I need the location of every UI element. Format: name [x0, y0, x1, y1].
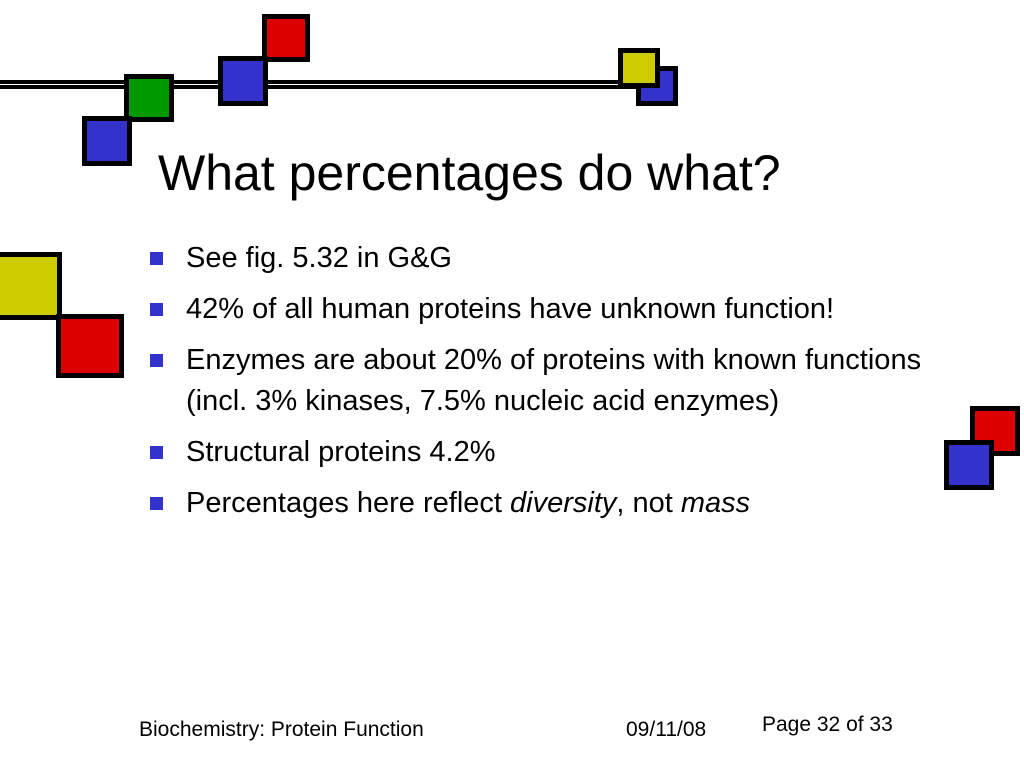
- bullet-square-icon: [150, 303, 163, 316]
- bullet-square-icon: [150, 252, 163, 265]
- bullet-text: Structural proteins 4.2%: [186, 436, 496, 468]
- bullet-text: See fig. 5.32 in G&G: [186, 242, 452, 274]
- decorative-square-yellow: [618, 48, 660, 88]
- slide-title: What percentages do what?: [158, 145, 781, 201]
- decorative-square-blue: [82, 116, 132, 166]
- footer-date: 09/11/08: [626, 718, 707, 741]
- decorative-square-yellow: [0, 252, 62, 320]
- decorative-square-red: [262, 14, 310, 62]
- bullet-item: Percentages here reflect diversity, not …: [148, 483, 938, 524]
- decorative-square-blue: [944, 440, 994, 490]
- decorative-square-green: [124, 74, 174, 122]
- bullet-square-icon: [150, 354, 163, 367]
- bullet-item: 42% of all human proteins have unknown f…: [148, 289, 938, 330]
- bullet-item: See fig. 5.32 in G&G: [148, 238, 938, 279]
- footer-page-number: Page 32 of 33: [762, 713, 893, 736]
- bullet-item: Structural proteins 4.2%: [148, 432, 938, 473]
- bullet-text: Percentages here reflect: [186, 487, 511, 519]
- bullet-square-icon: [150, 446, 163, 459]
- footer-course: Biochemistry: Protein Function: [139, 718, 424, 741]
- decorative-square-blue: [218, 56, 268, 106]
- bullet-item: Enzymes are about 20% of proteins with k…: [148, 340, 938, 422]
- bullet-list: See fig. 5.32 in G&G 42% of all human pro…: [148, 238, 938, 534]
- bullet-square-icon: [150, 497, 163, 510]
- bullet-text: 42% of all human proteins have unknown f…: [186, 293, 835, 325]
- emphasized-text: mass: [680, 487, 751, 519]
- bullet-text: Enzymes are about 20% of proteins with k…: [186, 344, 922, 417]
- decorative-square-red: [56, 314, 124, 378]
- emphasized-text: diversity: [510, 487, 617, 519]
- decorative-rail: [0, 80, 672, 89]
- bullet-text: , not: [616, 487, 681, 519]
